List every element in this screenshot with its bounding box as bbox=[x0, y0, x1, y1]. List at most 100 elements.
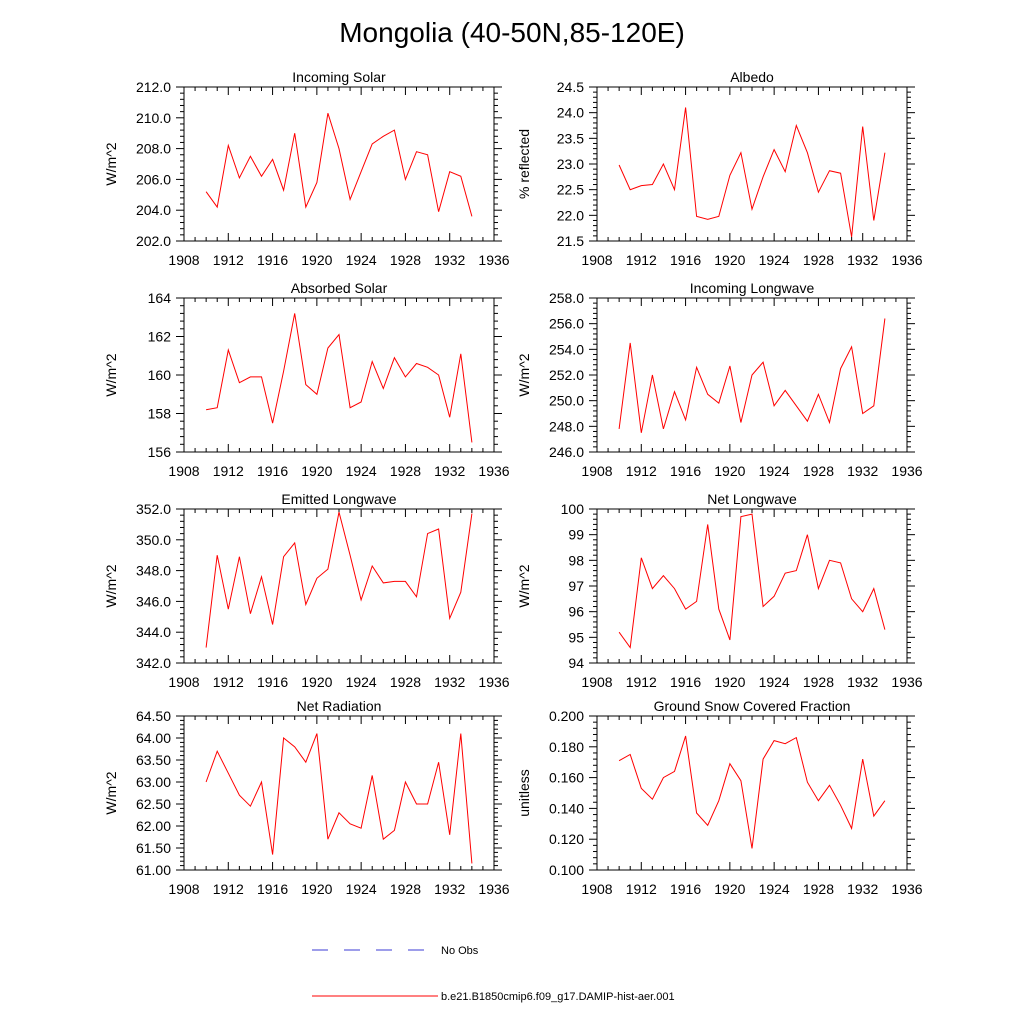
panel-title: Incoming Solar bbox=[292, 69, 386, 85]
chart-panel: Albedo % reflected 1908 1912 1916 1920 1924 192… bbox=[516, 69, 923, 268]
plot-frame bbox=[183, 508, 495, 664]
x-tick-label: 1912 bbox=[626, 674, 657, 690]
x-tick-label: 1928 bbox=[803, 463, 834, 479]
x-tick-label: 1920 bbox=[301, 252, 332, 268]
x-tick-label: 1920 bbox=[301, 674, 332, 690]
x-tick-label: 1920 bbox=[714, 252, 745, 268]
y-axis-label: unitless bbox=[516, 769, 532, 816]
x-tick-label: 1924 bbox=[759, 674, 790, 690]
y-tick-label: 0.200 bbox=[549, 708, 584, 724]
y-tick-label: 208.0 bbox=[136, 141, 171, 157]
x-tick-label: 1916 bbox=[670, 463, 701, 479]
chart-panel: Absorbed Solar W/m^2 1908 1912 1916 1920 1924 1… bbox=[103, 280, 510, 479]
y-tick-label: 64.50 bbox=[136, 708, 171, 724]
x-tick-label: 1924 bbox=[759, 881, 790, 897]
x-tick-label: 1916 bbox=[257, 463, 288, 479]
x-tick-label: 1916 bbox=[257, 674, 288, 690]
y-tick-label: 95 bbox=[568, 629, 584, 645]
x-tick-label: 1916 bbox=[670, 674, 701, 690]
y-tick-label: 254.0 bbox=[549, 341, 584, 357]
y-tick-label: 164 bbox=[148, 290, 172, 306]
y-tick-label: 0.120 bbox=[549, 831, 584, 847]
y-tick-label: 246.0 bbox=[549, 444, 584, 460]
x-tick-label: 1908 bbox=[581, 881, 612, 897]
panel-title: Net Longwave bbox=[707, 491, 797, 507]
legend: No Obs b.e21.B1850cmip6.f09_g17.DAMIP-hi… bbox=[312, 945, 675, 1003]
y-tick-label: 61.50 bbox=[136, 840, 171, 856]
y-tick-label: 352.0 bbox=[136, 501, 171, 517]
y-axis-label: W/m^2 bbox=[516, 353, 532, 396]
x-tick-label: 1936 bbox=[891, 881, 922, 897]
panel-title: Ground Snow Covered Fraction bbox=[654, 698, 851, 714]
y-tick-label: 23.0 bbox=[557, 156, 584, 172]
x-tick-label: 1928 bbox=[390, 674, 421, 690]
series-line bbox=[618, 107, 886, 237]
x-tick-label: 1924 bbox=[346, 674, 377, 690]
y-tick-label: 0.160 bbox=[549, 770, 584, 786]
y-tick-label: 62.50 bbox=[136, 796, 171, 812]
x-tick-label: 1908 bbox=[168, 674, 199, 690]
x-tick-label: 1916 bbox=[670, 252, 701, 268]
x-tick-label: 1912 bbox=[626, 463, 657, 479]
y-tick-label: 162 bbox=[148, 329, 172, 345]
y-tick-label: 96 bbox=[568, 604, 584, 620]
x-tick-label: 1908 bbox=[168, 463, 199, 479]
y-tick-label: 204.0 bbox=[136, 202, 171, 218]
x-tick-label: 1924 bbox=[346, 252, 377, 268]
x-tick-label: 1936 bbox=[891, 463, 922, 479]
x-tick-label: 1936 bbox=[478, 881, 509, 897]
x-tick-label: 1908 bbox=[581, 252, 612, 268]
panel-title: Albedo bbox=[730, 69, 774, 85]
y-tick-label: 23.5 bbox=[557, 130, 584, 146]
chart-panel: Net Longwave W/m^2 1908 1912 1916 1920 1924 192… bbox=[516, 491, 923, 690]
x-tick-label: 1912 bbox=[213, 463, 244, 479]
chart-panel: Ground Snow Covered Fraction unitless 1908… bbox=[516, 698, 923, 897]
y-tick-label: 344.0 bbox=[136, 624, 171, 640]
plot-frame bbox=[183, 297, 495, 453]
series-line bbox=[205, 113, 473, 217]
y-axis-label: W/m^2 bbox=[103, 142, 119, 185]
y-axis-label: % reflected bbox=[516, 129, 532, 199]
x-tick-label: 1932 bbox=[434, 674, 465, 690]
y-axis-label: W/m^2 bbox=[103, 771, 119, 814]
x-tick-label: 1912 bbox=[213, 252, 244, 268]
y-axis-label: W/m^2 bbox=[516, 564, 532, 607]
x-tick-label: 1920 bbox=[714, 463, 745, 479]
y-tick-label: 97 bbox=[568, 578, 584, 594]
y-tick-label: 0.180 bbox=[549, 739, 584, 755]
series-line bbox=[618, 735, 886, 849]
x-tick-label: 1928 bbox=[803, 674, 834, 690]
x-tick-label: 1928 bbox=[390, 463, 421, 479]
plot-frame bbox=[596, 508, 908, 664]
y-tick-label: 100 bbox=[561, 501, 585, 517]
y-tick-label: 158 bbox=[148, 406, 172, 422]
figure-title: Mongolia (40-50N,85-120E) bbox=[339, 17, 685, 48]
y-tick-label: 94 bbox=[568, 655, 584, 671]
x-tick-label: 1928 bbox=[803, 881, 834, 897]
y-tick-label: 62.00 bbox=[136, 818, 171, 834]
chart-panel: Incoming Solar W/m^2 1908 1912 1916 1920 1924 1… bbox=[103, 69, 510, 268]
y-tick-label: 63.00 bbox=[136, 774, 171, 790]
x-tick-label: 1912 bbox=[626, 881, 657, 897]
chart-panel: Incoming Longwave W/m^2 1908 1912 1916 1920 19… bbox=[516, 280, 923, 479]
y-tick-label: 98 bbox=[568, 552, 584, 568]
series-line bbox=[206, 313, 473, 443]
x-tick-label: 1932 bbox=[434, 463, 465, 479]
x-tick-label: 1932 bbox=[847, 252, 878, 268]
y-tick-label: 21.5 bbox=[557, 233, 584, 249]
y-tick-label: 206.0 bbox=[136, 171, 171, 187]
y-tick-label: 22.5 bbox=[557, 182, 584, 198]
y-tick-label: 61.00 bbox=[136, 862, 171, 878]
x-tick-label: 1908 bbox=[581, 674, 612, 690]
x-tick-label: 1932 bbox=[434, 252, 465, 268]
y-axis-label: W/m^2 bbox=[103, 353, 119, 396]
y-tick-label: 342.0 bbox=[136, 655, 171, 671]
y-tick-label: 64.00 bbox=[136, 730, 171, 746]
x-tick-label: 1912 bbox=[213, 674, 244, 690]
x-tick-label: 1924 bbox=[759, 252, 790, 268]
legend-model-label: b.e21.B1850cmip6.f09_g17.DAMIP-hist-aer.… bbox=[441, 991, 675, 1003]
x-tick-label: 1928 bbox=[390, 881, 421, 897]
y-tick-label: 348.0 bbox=[136, 563, 171, 579]
x-tick-label: 1936 bbox=[478, 674, 509, 690]
